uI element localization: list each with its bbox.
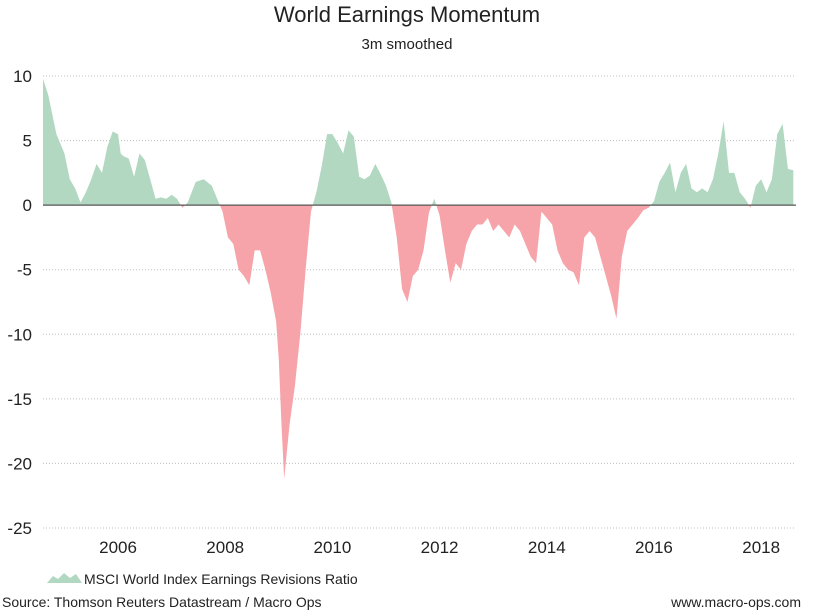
x-tick-label: 2014: [528, 538, 566, 557]
legend-swatch: [47, 573, 82, 583]
source-note: Source: Thomson Reuters Datastream / Mac…: [2, 594, 322, 610]
website-label: www.macro-ops.com: [670, 594, 801, 610]
y-tick-label: -20: [7, 454, 32, 473]
y-tick-label: -15: [7, 390, 32, 409]
y-tick-label: -25: [7, 519, 32, 538]
negative-area: [180, 205, 752, 479]
chart-title: World Earnings Momentum: [274, 2, 540, 27]
x-tick-label: 2012: [421, 538, 459, 557]
y-tick-label: -5: [17, 261, 32, 280]
x-tick-label: 2010: [313, 538, 351, 557]
y-axis: 10 5 0 -5 -10 -15 -20 -25: [7, 67, 32, 538]
y-tick-label: 0: [23, 196, 32, 215]
y-tick-label: 10: [13, 67, 32, 86]
x-tick-label: 2006: [99, 538, 137, 557]
x-tick-label: 2016: [635, 538, 673, 557]
x-tick-label: 2008: [206, 538, 244, 557]
positive-area: [43, 78, 794, 206]
y-tick-label: 5: [23, 132, 32, 151]
legend-label: MSCI World Index Earnings Revisions Rati…: [84, 571, 358, 587]
x-tick-label: 2018: [742, 538, 780, 557]
grid-lines: [43, 75, 796, 529]
chart-subtitle: 3m smoothed: [362, 36, 453, 53]
y-tick-label: -10: [7, 325, 32, 344]
x-axis: 2006 2008 2010 2012 2014 2016 2018: [99, 538, 780, 557]
